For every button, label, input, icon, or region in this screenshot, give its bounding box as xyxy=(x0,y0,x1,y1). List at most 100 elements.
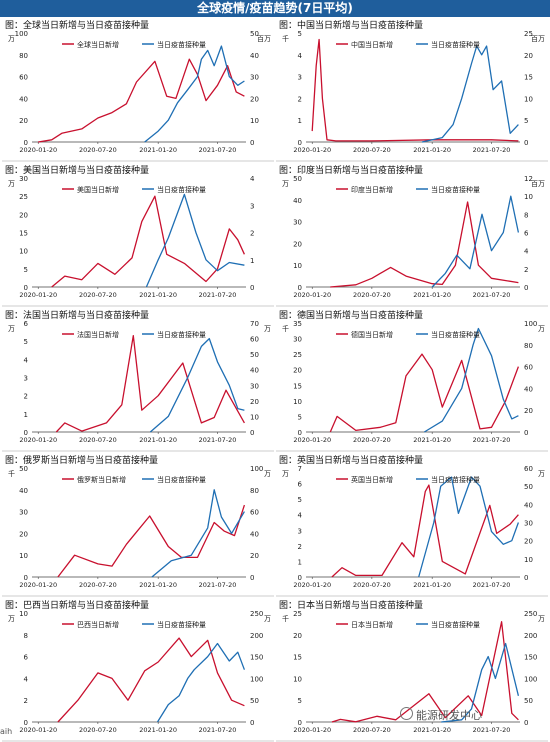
chart-title: 图：美国当日新增与当日疫苗接种量 xyxy=(5,166,150,176)
x-tick-label: 2020-01-20 xyxy=(19,581,57,589)
chart-svg: 0 5 10 15 20 25 30 0 1 2 3 4 万 2020-01-20 2020-07-20 20… xyxy=(2,175,274,307)
y-right-tick-label: 50 xyxy=(524,697,533,705)
y-right-tick-label: 150 xyxy=(524,654,537,662)
y-left-tick-label: 7 xyxy=(298,465,302,473)
x-tick-label: 2020-01-20 xyxy=(293,436,331,444)
y-right-tick-label: 20 xyxy=(524,407,533,415)
y-left-tick-label: 0 xyxy=(24,139,28,147)
chart-panel: 0 5 10 15 20 25 30 0 1 2 3 4 万 2020-01-20 2020-07-20 20… xyxy=(2,163,274,307)
x-tick-label: 2020-01-20 xyxy=(293,146,331,154)
y-left-tick-label: 6 xyxy=(298,481,303,489)
y-left-tick-label: 20 xyxy=(293,632,302,640)
y-left-unit: 千 xyxy=(8,469,15,478)
chart-svg: 0 1 2 3 4 5 0 5 10 15 20 25 千 百万 2020-01-20 2020-07-20 2… xyxy=(276,30,548,162)
chart-panel: 0 20 40 60 80 100 0 10 20 30 40 50 万 百万 2020-01-20 2020… xyxy=(2,18,274,162)
legend-label: 英国当日新增 xyxy=(351,475,393,484)
y-right-tick-label: 50 xyxy=(524,483,533,491)
x-tick-label: 2021-01-20 xyxy=(139,146,177,154)
legend-label: 当日疫苗接种量 xyxy=(157,185,206,194)
legend-label: 当日疫苗接种量 xyxy=(431,475,480,484)
x-tick-label: 2021-01-20 xyxy=(413,581,451,589)
legend-label: 中国当日新增 xyxy=(351,40,393,49)
y-right-tick-label: 10 xyxy=(524,556,533,564)
y-left-tick-label: 100 xyxy=(15,30,28,38)
y-right-unit: 百万 xyxy=(257,35,271,43)
chart-svg: 0 1 2 3 4 5 6 7 0 10 20 30 40 50 60 万 万 2020-01-20 2020-07… xyxy=(276,465,548,597)
page-banner-title: 全球疫情/疫苗趋势(7日平均) xyxy=(0,0,550,17)
y-left-tick-label: 0 xyxy=(298,429,302,437)
y-left-tick-label: 15 xyxy=(19,230,28,238)
y-right-tick-label: 70 xyxy=(250,320,259,328)
chart-panel: 0 5 10 15 20 25 0 50 100 150 200 250 千万 2020-01-20 202… xyxy=(276,598,548,742)
y-right-tick-label: 0 xyxy=(250,429,254,437)
x-tick-label: 2020-07-20 xyxy=(79,146,117,154)
y-left-tick-label: 15 xyxy=(293,654,302,662)
x-tick-label: 2020-07-20 xyxy=(79,726,117,734)
chart-title: 图：德国当日新增与当日疫苗接种量 xyxy=(279,311,424,321)
y-left-tick-label: 3 xyxy=(298,74,302,82)
y-left-tick-label: 5 xyxy=(298,30,302,38)
y-right-unit: 万 xyxy=(264,470,271,478)
y-right-tick-label: 200 xyxy=(250,632,263,640)
y-right-tick-label: 40 xyxy=(250,52,259,60)
y-right-unit: 百万 xyxy=(531,35,545,43)
legend-label: 当日疫苗接种量 xyxy=(157,40,206,49)
legend-label: 当日疫苗接种量 xyxy=(431,40,480,49)
y-left-unit: 千 xyxy=(282,614,289,623)
y-left-tick-label: 0 xyxy=(298,574,302,582)
y-left-tick-label: 4 xyxy=(298,52,303,60)
y-right-tick-label: 0 xyxy=(250,574,254,582)
y-left-tick-label: 25 xyxy=(293,610,302,618)
chart-title: 图：印度当日新增与当日疫苗接种量 xyxy=(279,166,424,176)
edge-mark-text: aih xyxy=(0,727,13,736)
chart-title: 图：英国当日新增与当日疫苗接种量 xyxy=(279,456,424,466)
y-left-tick-label: 8 xyxy=(24,632,28,640)
y-right-tick-label: 40 xyxy=(250,367,259,375)
series-line-vaccine xyxy=(145,193,245,288)
y-left-tick-label: 2 xyxy=(24,697,28,705)
y-left-tick-label: 0 xyxy=(24,429,28,437)
y-left-tick-label: 30 xyxy=(293,219,302,227)
y-right-tick-label: 60 xyxy=(250,509,259,517)
y-right-tick-label: 0 xyxy=(250,139,254,147)
y-right-tick-label: 10 xyxy=(524,193,533,201)
y-left-unit: 万 xyxy=(8,180,15,188)
x-tick-label: 2020-07-20 xyxy=(79,581,117,589)
y-left-tick-label: 5 xyxy=(298,413,302,421)
y-right-tick-label: 40 xyxy=(524,385,533,393)
y-left-tick-label: 5 xyxy=(298,697,302,705)
y-left-unit: 万 xyxy=(282,470,289,478)
y-left-tick-label: 15 xyxy=(293,382,302,390)
y-right-tick-label: 30 xyxy=(250,382,259,390)
chart-panel: 0 1 2 3 4 5 6 0 10 20 30 40 50 60 70 万万 2020-01-20 2020-0… xyxy=(2,308,274,452)
y-left-unit: 千 xyxy=(282,324,289,333)
series-line-vaccine xyxy=(441,642,520,723)
y-right-tick-label: 20 xyxy=(250,552,259,560)
y-left-tick-label: 0 xyxy=(298,719,302,727)
y-left-tick-label: 50 xyxy=(19,465,28,473)
x-tick-label: 2020-07-20 xyxy=(353,581,391,589)
y-right-tick-label: 0 xyxy=(524,429,528,437)
y-right-tick-label: 200 xyxy=(524,632,537,640)
legend-label: 当日疫苗接种量 xyxy=(431,185,480,194)
x-tick-label: 2020-07-20 xyxy=(79,436,117,444)
legend-label: 巴西当日新增 xyxy=(77,620,119,629)
x-tick-label: 2020-01-20 xyxy=(19,291,57,299)
x-tick-label: 2021-01-20 xyxy=(139,726,177,734)
chart-title: 图：日本当日新增与当日疫苗接种量 xyxy=(279,601,424,611)
y-right-tick-label: 20 xyxy=(524,52,533,60)
chart-title: 图：俄罗斯当日新增与当日疫苗接种量 xyxy=(5,456,159,466)
y-left-tick-label: 40 xyxy=(19,95,28,103)
y-right-tick-label: 2 xyxy=(524,266,528,274)
y-right-tick-label: 30 xyxy=(250,74,259,82)
y-right-tick-label: 100 xyxy=(250,465,263,473)
legend-label: 日本当日新增 xyxy=(351,620,393,629)
y-left-tick-label: 0 xyxy=(298,284,302,292)
x-tick-label: 2020-01-20 xyxy=(19,726,57,734)
y-left-tick-label: 10 xyxy=(19,610,28,618)
x-tick-label: 2020-01-20 xyxy=(293,291,331,299)
y-right-tick-label: 1 xyxy=(250,257,254,265)
x-tick-label: 2020-01-20 xyxy=(19,146,57,154)
watermark-text: 能源研发中心 xyxy=(416,709,482,722)
